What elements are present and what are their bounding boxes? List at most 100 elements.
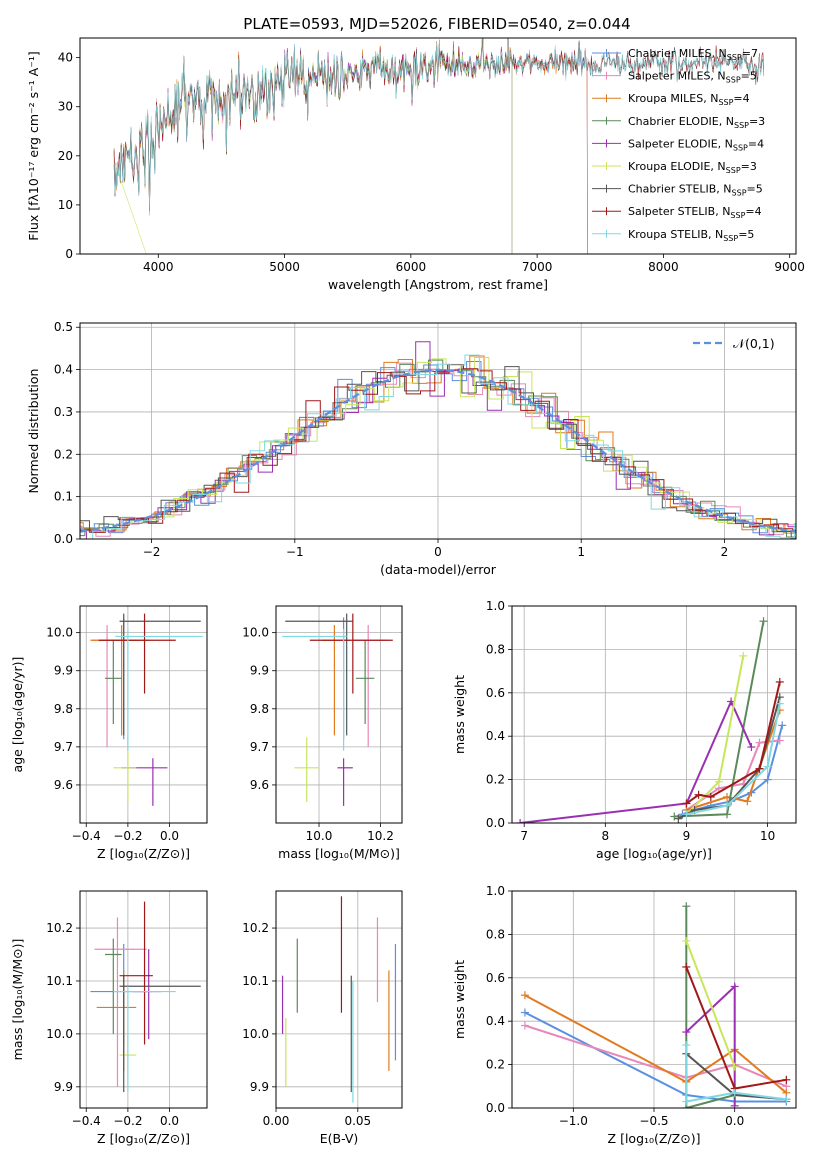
errorbar-point (94, 917, 147, 1087)
legend-label-text: Chabrier MILES, N (628, 47, 727, 60)
errorbar-point (119, 975, 201, 1093)
legend-label-text: Chabrier STELIB, N (628, 183, 732, 196)
y-tick-label: 10.1 (46, 974, 73, 988)
axes-border (275, 605, 403, 824)
series-line-kroupa-miles (113, 38, 588, 254)
histogram-chabrier-stelib (80, 364, 796, 539)
legend-label-text: Kroupa STELIB, N (628, 228, 723, 241)
errorbar-point (337, 758, 353, 806)
y-tick-label: 9.7 (54, 740, 73, 754)
x-axis-label: Z [log₁₀(Z/Z⊙)] (97, 1131, 190, 1146)
errorbar-point (355, 640, 375, 725)
plot-area (281, 896, 397, 1103)
y-tick-label: 9.6 (250, 778, 269, 792)
legend-label-text: Salpeter ELODIE, N (628, 137, 733, 150)
errorbar-point (92, 625, 122, 747)
legend-label-value: =4 (748, 137, 764, 150)
y-tick-label: 30 (58, 100, 73, 114)
y-tick-label: 10.1 (242, 974, 269, 988)
axes-spectrum: 4000 5000 6000 7000 8000 9000 0 10 20 30 40 wavelen… (26, 37, 805, 292)
figure-title: PLATE=0593, MJD=52026, FIBERID=0540, z=0… (243, 15, 630, 33)
legend-label-value: =3 (749, 115, 765, 128)
legend-label-subscript: SSP (733, 143, 748, 152)
y-tick-label: 0.3 (54, 405, 73, 419)
histogram-kroupa-miles (80, 355, 796, 534)
legend-label: 𝒩(0,1) (733, 336, 775, 351)
y-tick-label: 0.6 (486, 971, 505, 985)
x-tick-label: 8 (601, 829, 609, 843)
series-line-kroupa-elodie (685, 940, 736, 1068)
legend-label-text: Kroupa MILES, N (628, 92, 718, 105)
plot-area (516, 617, 787, 823)
errorbar-point (121, 758, 168, 806)
legend-label: Salpeter MILES, NSSP=5 (628, 70, 757, 85)
y-tick-label: 0.4 (54, 363, 73, 377)
legend-label-subscript: SSP (734, 121, 749, 130)
series-line-kroupa-stelib (686, 703, 781, 816)
legend-label-value: =7 (742, 47, 758, 60)
errorbar-point (119, 901, 153, 1045)
legend-label-subscript: SSP (730, 211, 745, 220)
legend-label-text: Salpeter STELIB, N (628, 205, 730, 218)
y-tick-label: 9.9 (54, 1080, 73, 1094)
series-line-chabrier-elodie (685, 906, 735, 1108)
x-tick-label: 9 (683, 829, 691, 843)
legend-label: Kroupa MILES, NSSP=4 (628, 92, 750, 107)
legend-label-value: =5 (747, 183, 763, 196)
y-tick-label: 20 (58, 149, 73, 163)
y-tick-label: 0.2 (54, 447, 73, 461)
x-axis-label: wavelength [Angstrom, rest frame] (328, 277, 548, 292)
y-tick-label: 0.0 (54, 532, 73, 546)
x-tick-label: 9000 (774, 260, 805, 274)
x-axis-label: E(B-V) (320, 1131, 359, 1146)
y-tick-label: 10.0 (46, 626, 73, 640)
y-tick-label: 0 (65, 247, 73, 261)
plot-area (113, 38, 765, 254)
axes-frame: 0.00 0.05 9.9 10.0 10.1 10.2 E(B-V) (242, 890, 403, 1146)
plot-area (80, 341, 796, 539)
x-tick-label: 0.0 (160, 829, 179, 843)
y-tick-label: 9.8 (250, 702, 269, 716)
plot-area (90, 613, 203, 806)
series-line-kroupa-stelib (685, 1045, 787, 1103)
x-axis-label: age [log₁₀(age/yr)] (596, 846, 712, 861)
axes-border (511, 605, 797, 824)
y-tick-label: 9.8 (54, 702, 73, 716)
y-tick-label: 0.1 (54, 490, 73, 504)
axes-border (79, 37, 797, 255)
legend-label: Chabrier STELIB, NSSP=5 (628, 183, 763, 198)
legend-label: Kroupa ELODIE, NSSP=3 (628, 160, 757, 175)
x-tick-label: −0.4 (72, 829, 101, 843)
series-line-chabrier-miles (524, 1011, 787, 1103)
x-tick-label: 0 (434, 545, 442, 559)
legend-label-subscript: SSP (718, 98, 733, 107)
x-tick-label: 0.05 (344, 1114, 371, 1128)
errorbar-point (104, 640, 122, 725)
errorbar-point (104, 938, 122, 1034)
y-axis-label: age [log₁₀(age/yr)] (10, 657, 25, 773)
legend-label-text: Kroupa ELODIE, N (628, 160, 726, 173)
errorbar-point (309, 613, 393, 694)
axes-mass-vs-EBV: 0.00 0.05 9.9 10.0 10.1 10.2 E(B-V) (242, 890, 403, 1146)
axes-frame: −1.0 −0.5 0.0 0.0 0.2 0.4 0.6 0.8 1.0 Z [log₁₀(Z/… (452, 884, 797, 1146)
x-axis-label: mass [log₁₀(M/M⊙)] (278, 846, 400, 861)
y-tick-label: 40 (58, 51, 73, 65)
errorbar-point (90, 625, 149, 736)
axes-frame: 10.0 10.2 9.6 9.7 9.8 9.9 10.0 mass [log₁₀(M/M⊙… (242, 605, 403, 861)
x-tick-label: 7 (520, 829, 528, 843)
y-axis-label: mass weight (452, 960, 467, 1039)
y-tick-label: 0.0 (486, 1101, 505, 1115)
legend-label-value: =5 (741, 70, 757, 83)
errorbar-point (90, 943, 153, 1045)
y-tick-label: 1.0 (486, 599, 505, 613)
x-tick-label: 7000 (522, 260, 553, 274)
legend-label-subscript: SSP (726, 76, 741, 85)
axes-border (79, 605, 208, 824)
x-tick-label: 2 (721, 545, 729, 559)
x-tick-label: −2 (143, 545, 161, 559)
y-tick-label: 9.6 (54, 778, 73, 792)
legend-label-subscript: SSP (726, 166, 741, 175)
plot-area (90, 901, 201, 1093)
x-tick-label: 6000 (396, 260, 427, 274)
